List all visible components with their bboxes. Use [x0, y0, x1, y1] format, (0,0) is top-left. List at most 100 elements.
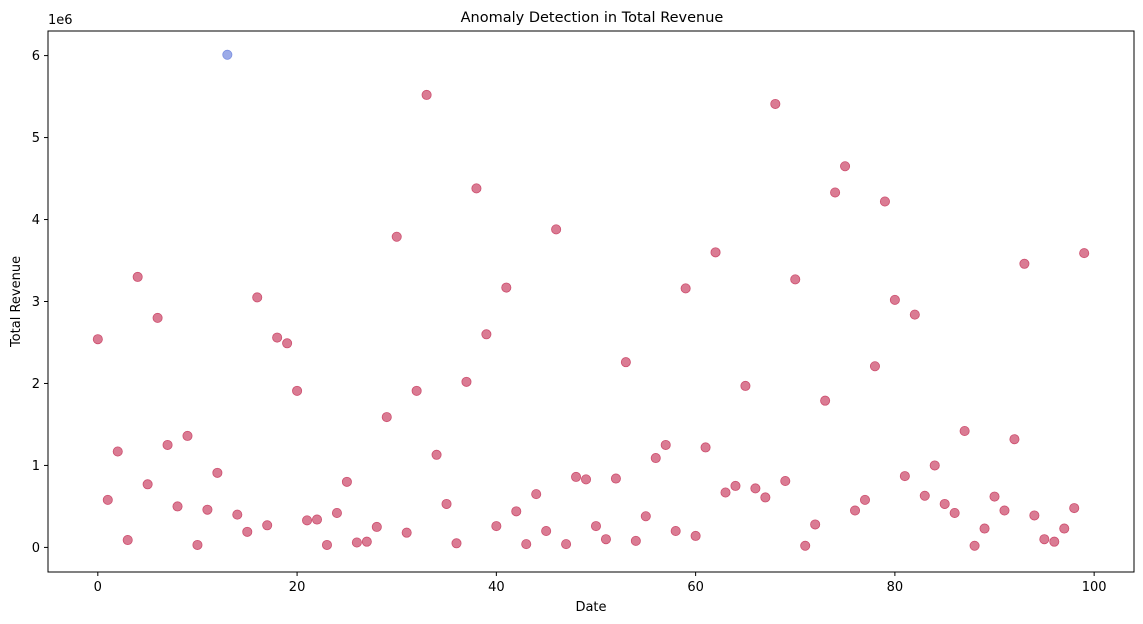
- data-point: [451, 538, 462, 549]
- y-axis-label: Total Revenue: [9, 256, 24, 348]
- data-point: [989, 491, 1000, 502]
- data-point: [351, 537, 362, 548]
- data-point: [272, 332, 283, 343]
- data-point: [192, 539, 203, 550]
- data-point: [899, 471, 910, 482]
- x-tick-label: 100: [1082, 580, 1107, 595]
- data-point: [92, 334, 103, 345]
- data-point: [571, 471, 582, 482]
- y-tick-label: 4: [32, 213, 40, 228]
- data-point: [431, 449, 442, 460]
- data-point: [182, 430, 193, 441]
- data-point: [820, 395, 831, 406]
- data-point: [690, 530, 701, 541]
- data-point: [1019, 258, 1030, 269]
- anomaly-point: [222, 49, 233, 60]
- data-point: [710, 247, 721, 258]
- x-tick-label: 80: [887, 580, 904, 595]
- data-point: [1039, 534, 1050, 545]
- x-tick-label: 60: [687, 580, 704, 595]
- data-point: [1049, 536, 1060, 547]
- data-point: [850, 505, 861, 516]
- data-point: [282, 338, 293, 349]
- data-point: [501, 282, 512, 293]
- data-point: [959, 426, 970, 437]
- data-point: [879, 196, 890, 207]
- data-point: [979, 523, 990, 534]
- data-point: [172, 501, 183, 512]
- data-point: [331, 507, 342, 518]
- data-point: [391, 231, 402, 242]
- data-point: [680, 283, 691, 294]
- data-point: [1009, 434, 1020, 445]
- data-point: [411, 385, 422, 396]
- y-tick-label: 2: [32, 377, 40, 392]
- data-point: [750, 483, 761, 494]
- data-point: [371, 521, 382, 532]
- x-axis-label: Date: [575, 600, 606, 615]
- data-point: [312, 514, 323, 525]
- data-point: [361, 536, 372, 547]
- plot-frame: [47, 30, 1135, 573]
- data-point: [481, 329, 492, 340]
- y-tick-label: 3: [32, 295, 40, 310]
- y-offset-text: 1e6: [48, 13, 73, 28]
- data-point: [381, 412, 392, 423]
- data-point: [720, 487, 731, 498]
- data-point: [242, 526, 253, 537]
- chart-title: Anomaly Detection in Total Revenue: [461, 10, 724, 26]
- data-point: [441, 498, 452, 509]
- y-tick-label: 1: [32, 459, 40, 474]
- data-point: [670, 526, 681, 537]
- data-point: [590, 521, 601, 532]
- data-point: [780, 476, 791, 487]
- data-point: [302, 515, 313, 526]
- scatter-points: [92, 49, 1090, 551]
- data-point: [840, 161, 851, 172]
- data-point: [421, 89, 432, 100]
- data-point: [889, 294, 900, 305]
- x-tick-label: 40: [488, 580, 505, 595]
- data-point: [122, 535, 133, 546]
- data-point: [511, 506, 522, 517]
- data-point: [800, 540, 811, 551]
- data-point: [790, 274, 801, 285]
- data-point: [252, 292, 263, 303]
- data-point: [939, 498, 950, 509]
- data-point: [471, 183, 482, 194]
- data-point: [660, 439, 671, 450]
- data-point: [292, 385, 303, 396]
- data-point: [650, 453, 661, 464]
- data-point: [581, 474, 592, 485]
- data-point: [600, 534, 611, 545]
- data-point: [1079, 248, 1090, 259]
- data-point: [152, 312, 163, 323]
- data-point: [919, 490, 930, 501]
- data-point: [491, 521, 502, 532]
- data-point: [969, 540, 980, 551]
- data-point: [730, 480, 741, 491]
- y-tick-label: 6: [32, 49, 40, 64]
- data-point: [461, 376, 472, 387]
- data-point: [999, 505, 1010, 516]
- data-point: [541, 526, 552, 537]
- data-point: [620, 357, 631, 368]
- data-point: [321, 539, 332, 550]
- data-point: [630, 535, 641, 546]
- data-point: [401, 527, 412, 538]
- data-point: [162, 439, 173, 450]
- data-point: [341, 476, 352, 487]
- y-axis: 0 1 2 3 4 5 6: [32, 49, 48, 556]
- data-point: [561, 539, 572, 550]
- data-point: [929, 460, 940, 471]
- data-point: [909, 309, 920, 320]
- data-point: [132, 271, 143, 282]
- data-point: [740, 380, 751, 391]
- data-point: [521, 539, 532, 550]
- data-point: [830, 187, 841, 198]
- data-point: [112, 446, 123, 457]
- x-tick-label: 20: [289, 580, 306, 595]
- x-axis: 0 20 40 60 80 100: [94, 572, 1107, 595]
- data-point: [869, 361, 880, 372]
- data-point: [1069, 503, 1080, 514]
